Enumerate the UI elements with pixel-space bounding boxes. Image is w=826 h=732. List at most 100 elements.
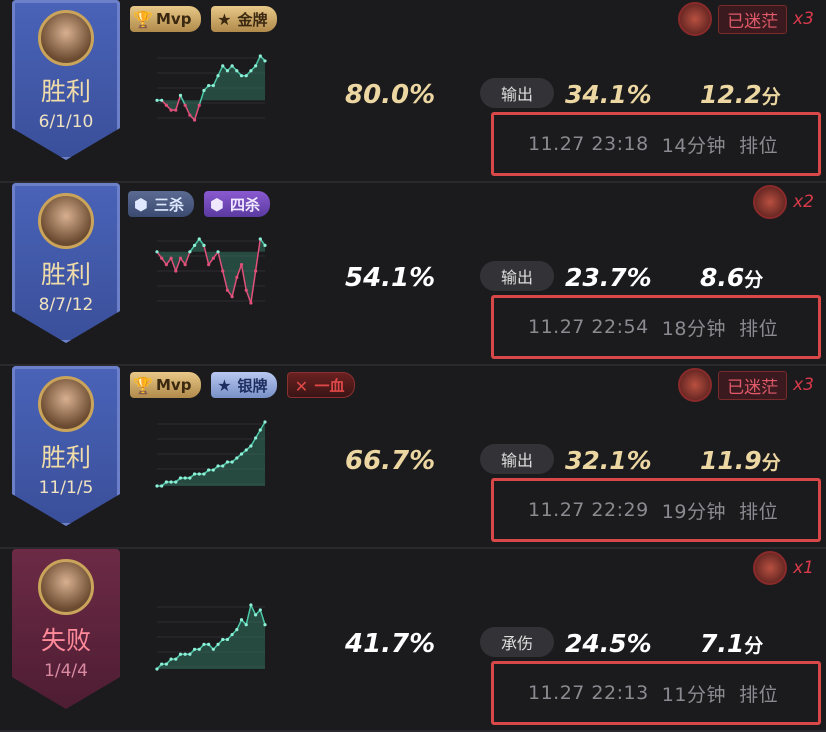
match-duration: 11分钟 [661, 683, 726, 706]
stat-share: 23.7% [565, 263, 652, 292]
sparkline-point [249, 301, 253, 305]
sparkline-segment [198, 90, 205, 106]
sparkline-point [263, 59, 267, 63]
star-medal-icon: ★ [217, 375, 232, 395]
opponent-hero-icon [678, 368, 713, 402]
sparkline-point [230, 64, 234, 68]
lost-tag-text: 已迷茫 [718, 370, 788, 400]
stat-type-label[interactable]: 输出 [480, 444, 554, 474]
sparkline-point [225, 460, 230, 464]
sparkline-point [258, 428, 262, 432]
badge-quad: ⬢ 四杀 [204, 191, 271, 217]
stat-type-label[interactable]: 输出 [480, 78, 554, 108]
hero-avatar [38, 559, 94, 615]
sparkline-segment [250, 604, 257, 616]
score-unit: 分 [744, 635, 764, 657]
opponent-tag: x2 [753, 185, 814, 219]
sparkline-point [244, 74, 248, 78]
stat-type-label[interactable]: 输出 [480, 261, 554, 291]
sparkline-segment [212, 75, 219, 86]
result-text: 胜利 [40, 443, 91, 472]
rating-value: 80.0% [345, 80, 436, 110]
result-text: 胜利 [40, 260, 91, 289]
match-row[interactable]: 失败 1/4/4 x1 41.7% 承伤 24.5% 7.1分 11.27 22… [0, 549, 826, 732]
kda-text: 8/7/12 [38, 295, 94, 315]
sparkline-point [164, 480, 168, 484]
match-time: 11.27 23:18 [528, 133, 649, 155]
match-row[interactable]: 胜利 8/7/12 ⬢ 三杀 ⬢ 四杀 x2 54.1% 输出 23.7% 8.6分 … [0, 183, 826, 366]
sparkline-point [211, 468, 215, 472]
sparkline-point [258, 237, 262, 241]
match-row[interactable]: 胜利 11/1/5 🏆 Mvp ★ 银牌 ✕ 一血 已迷茫 x3 66.7% 输出 32.… [0, 366, 826, 549]
badge-gold: ★ 金牌 [211, 6, 278, 32]
match-mode: 排位 [739, 500, 779, 523]
sparkline-point [216, 74, 220, 78]
sparkline-point [202, 88, 206, 93]
opponent-hero-icon [753, 185, 788, 219]
sparkline-point [174, 657, 178, 661]
badge-label: 银牌 [237, 376, 268, 395]
sparkline-segment [236, 619, 243, 630]
sparkline-point [249, 444, 253, 448]
match-meta-highlight: 11.27 22:13 11分钟 排位 [491, 661, 821, 725]
sparkline-point [258, 608, 262, 612]
match-row[interactable]: 胜利 6/1/10 🏆 Mvp ★ 金牌 已迷茫 x3 80.0% 输出 34.1% … [0, 0, 826, 183]
kda-text: 1/4/4 [44, 661, 88, 681]
sparkline-point [197, 103, 201, 107]
sparkline-point [164, 662, 168, 666]
badge-list: 🏆 Mvp ★ 银牌 ✕ 一血 [130, 372, 356, 398]
badge-label: 三杀 [154, 195, 185, 214]
sparkline-point [155, 250, 159, 254]
badge-label: 四杀 [230, 195, 261, 214]
performance-sparkline [155, 603, 267, 671]
sparkline-point [244, 288, 248, 292]
sparkline-point [239, 618, 244, 622]
sparkline-segment [193, 105, 200, 121]
opponent-tag: x1 [753, 551, 814, 585]
sparkline-point [183, 103, 187, 107]
sparkline-point [249, 69, 253, 73]
sparkline-point [211, 647, 215, 651]
match-time: 11.27 22:29 [528, 499, 649, 521]
sparkline-point [254, 613, 258, 617]
sparkline-area [157, 239, 265, 303]
sparkline-point [192, 243, 197, 247]
sparkline-point [192, 472, 197, 476]
sparkline-area [157, 422, 265, 486]
cross-icon: ✕ [294, 376, 309, 396]
sparkline-point [249, 603, 253, 607]
result-text: 失败 [40, 626, 91, 655]
sparkline-point [207, 83, 211, 88]
match-meta-highlight: 11.27 23:18 14分钟 排位 [491, 112, 821, 176]
opponent-tag: 已迷茫 x3 [678, 2, 814, 36]
sparkline-point [235, 628, 239, 632]
sparkline-segment [222, 270, 229, 291]
sparkline-point [160, 98, 164, 102]
sparkline-segment [170, 257, 177, 272]
sparkline-point [211, 256, 215, 260]
sparkline-point [254, 64, 258, 68]
hero-avatar [38, 376, 94, 432]
sparkline-point [235, 456, 239, 460]
sparkline-point [263, 243, 267, 247]
result-pennant: 失败 1/4/4 [12, 549, 120, 709]
match-mode: 排位 [739, 317, 779, 340]
match-duration: 19分钟 [661, 500, 726, 523]
rating-value: 66.7% [345, 446, 436, 476]
stat-type-label[interactable]: 承伤 [480, 627, 554, 657]
sparkline-point [164, 263, 168, 267]
sparkline-point [169, 657, 173, 661]
sparkline-point [183, 263, 187, 267]
star-medal-icon: ★ [217, 9, 232, 29]
performance-sparkline [155, 237, 267, 305]
sparkline-point [216, 642, 220, 646]
sparkline-point [216, 464, 220, 468]
match-meta-highlight: 11.27 22:54 18分钟 排位 [491, 295, 821, 359]
sparkline-point [230, 460, 234, 464]
sparkline-segment [245, 604, 252, 625]
sparkline-point [258, 54, 262, 58]
badge-triple: ⬢ 三杀 [128, 191, 195, 217]
sparkline-point [174, 108, 178, 112]
sparkline-point [178, 476, 183, 480]
sparkline-segment [179, 95, 186, 106]
